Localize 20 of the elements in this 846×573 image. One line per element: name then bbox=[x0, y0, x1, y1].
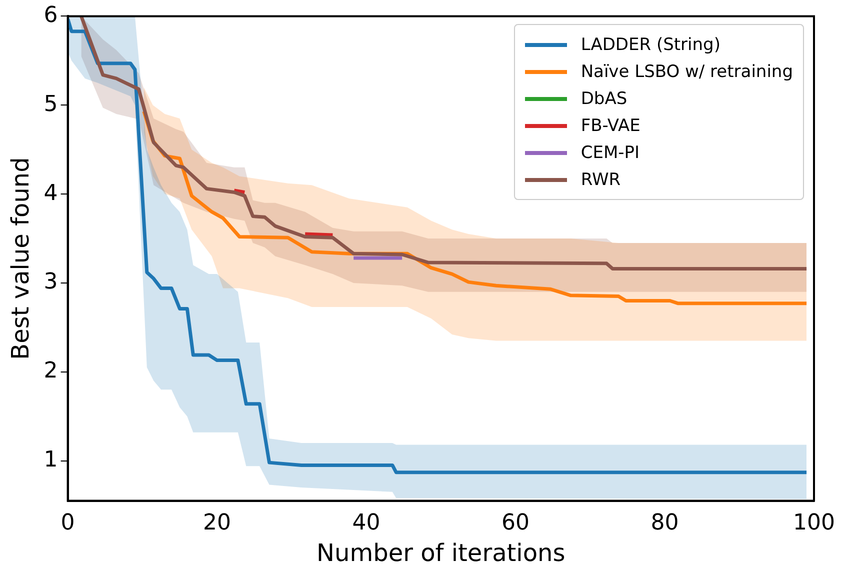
legend-label: LADDER (String) bbox=[580, 34, 720, 55]
x-tick-label: 40 bbox=[352, 510, 380, 536]
x-tick-label: 100 bbox=[793, 510, 835, 536]
legend-label: CEM-PI bbox=[580, 142, 640, 163]
x-tick-label: 80 bbox=[650, 510, 679, 536]
y-tick-label: 2 bbox=[44, 358, 58, 384]
x-axis-title: Number of iterations bbox=[316, 538, 566, 567]
y-tick-label: 6 bbox=[44, 2, 58, 28]
x-tick-label: 20 bbox=[203, 510, 232, 536]
legend-label: Naïve LSBO w/ retraining bbox=[580, 62, 793, 82]
y-tick-label: 3 bbox=[44, 270, 58, 295]
y-tick-label: 5 bbox=[44, 92, 58, 117]
y-tick-label: 4 bbox=[44, 180, 58, 206]
x-tick-label: 60 bbox=[502, 510, 530, 536]
y-axis-title: Best value found bbox=[6, 157, 35, 360]
x-tick-label: 0 bbox=[60, 510, 75, 536]
legend-label: DbAS bbox=[580, 88, 628, 109]
y-tick-label: 1 bbox=[44, 448, 58, 473]
legend-label: RWR bbox=[580, 170, 621, 190]
legend-label: FB-VAE bbox=[580, 116, 640, 136]
